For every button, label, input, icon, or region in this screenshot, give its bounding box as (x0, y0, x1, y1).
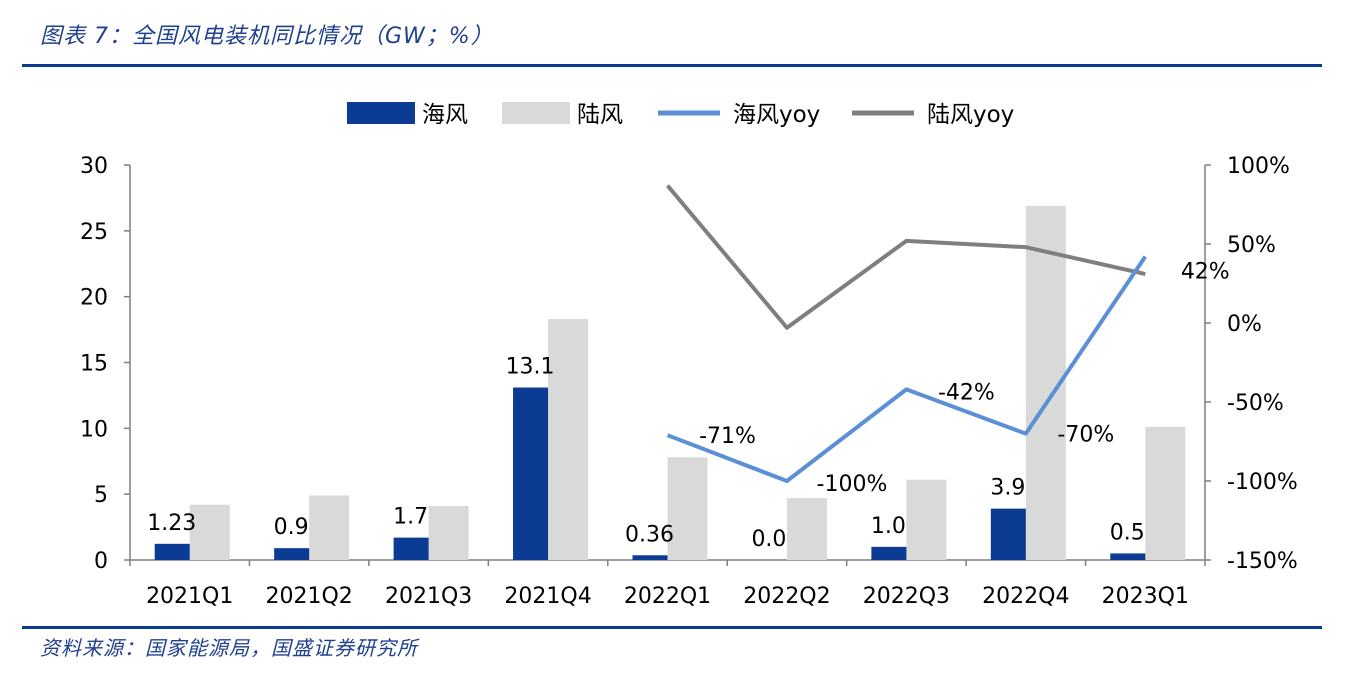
legend-label: 陆风 (577, 102, 623, 128)
left-axis-tick-label: 25 (80, 220, 108, 245)
offshore-bar-label: 0.5 (1110, 520, 1145, 545)
onshore-yoy-line (665, 184, 1146, 330)
offshore-yoy-line (666, 255, 1147, 483)
chart-data-labels: 1.23 0.9 1.7 13.1 0.36 0.0 1.0 3.9 0.5 -71% -100% -… (147, 260, 1230, 552)
onshore-bar (667, 457, 708, 560)
right-axis-tick-label: 50% (1227, 233, 1276, 258)
onshore-bar (906, 479, 947, 560)
footer-divider (22, 626, 1322, 629)
x-axis-tick-label: 2023Q1 (1102, 584, 1189, 609)
right-axis-tick-label: -150% (1227, 549, 1298, 574)
onshore-bar (548, 319, 589, 560)
onshore-bar (309, 495, 350, 560)
offshore-bar (393, 537, 429, 560)
offshore-bar-label: 3.9 (990, 476, 1025, 501)
offshore-bar (154, 543, 190, 560)
legend-label: 海风yoy (733, 102, 820, 128)
left-axis-tick-label: 0 (94, 549, 108, 574)
offshore-yoy-label: -70% (1057, 423, 1114, 448)
right-axis-tick-label: -100% (1227, 470, 1298, 495)
chart-lines (665, 184, 1147, 483)
onshore-bar (428, 506, 469, 560)
legend-label: 海风 (422, 102, 468, 128)
chart-title: 图表 7：全国风电装机同比情况（GW；%） (40, 24, 494, 49)
left-axis-tick-label: 10 (80, 417, 108, 442)
left-axis-tick-label: 5 (94, 483, 108, 508)
legend-swatch (347, 102, 415, 124)
onshore-bar (1145, 427, 1186, 560)
offshore-bar-label: 13.1 (506, 355, 555, 380)
offshore-bar (1110, 553, 1146, 560)
legend-swatch (502, 102, 570, 124)
offshore-bar (274, 548, 310, 560)
x-axis-tick-label: 2021Q2 (266, 584, 353, 609)
x-axis-tick-label: 2022Q4 (982, 584, 1069, 609)
x-axis-tick-label: 2021Q3 (385, 584, 472, 609)
x-axis-tick-label: 2021Q4 (504, 584, 591, 609)
chart-axes: 0 5 10 15 20 25 30 -150% -100% -50% 0% 50% 100% 2021Q… (80, 154, 1298, 609)
legend-label: 陆风yoy (927, 102, 1014, 128)
left-axis-tick-label: 15 (80, 352, 108, 377)
offshore-yoy-label: -100% (817, 472, 888, 497)
offshore-bar-label: 0.0 (751, 527, 786, 552)
x-axis-tick-label: 2022Q2 (743, 584, 830, 609)
offshore-bar-label: 0.36 (625, 522, 674, 547)
offshore-bar (513, 387, 549, 560)
onshore-bar (786, 498, 827, 560)
source-note: 资料来源：国家能源局，国盛证券研究所 (40, 636, 418, 660)
chart-bars (154, 205, 1186, 561)
right-axis-tick-label: 100% (1227, 154, 1290, 179)
right-axis-tick-label: 0% (1227, 312, 1262, 337)
offshore-bar (871, 546, 907, 560)
left-axis-tick-label: 20 (80, 286, 108, 311)
x-axis-tick-label: 2021Q1 (146, 584, 233, 609)
offshore-bar-label: 1.7 (393, 505, 428, 530)
chart-legend: 海风 陆风 海风yoy 陆风yoy (347, 102, 1014, 128)
offshore-bar (990, 508, 1026, 560)
offshore-bar-label: 1.0 (871, 514, 906, 539)
offshore-bar-label: 0.9 (274, 515, 309, 540)
x-axis-tick-label: 2022Q1 (624, 584, 711, 609)
x-axis-tick-label: 2022Q3 (863, 584, 950, 609)
offshore-bar-label: 1.23 (147, 511, 196, 536)
right-axis-tick-label: -50% (1227, 391, 1284, 416)
offshore-yoy-label: -71% (699, 424, 756, 449)
offshore-bar (632, 555, 668, 560)
offshore-yoy-label: 42% (1181, 260, 1230, 285)
offshore-yoy-label: -42% (938, 380, 995, 405)
header-divider (22, 64, 1322, 67)
left-axis-tick-label: 30 (80, 154, 108, 179)
onshore-bar (189, 504, 230, 560)
